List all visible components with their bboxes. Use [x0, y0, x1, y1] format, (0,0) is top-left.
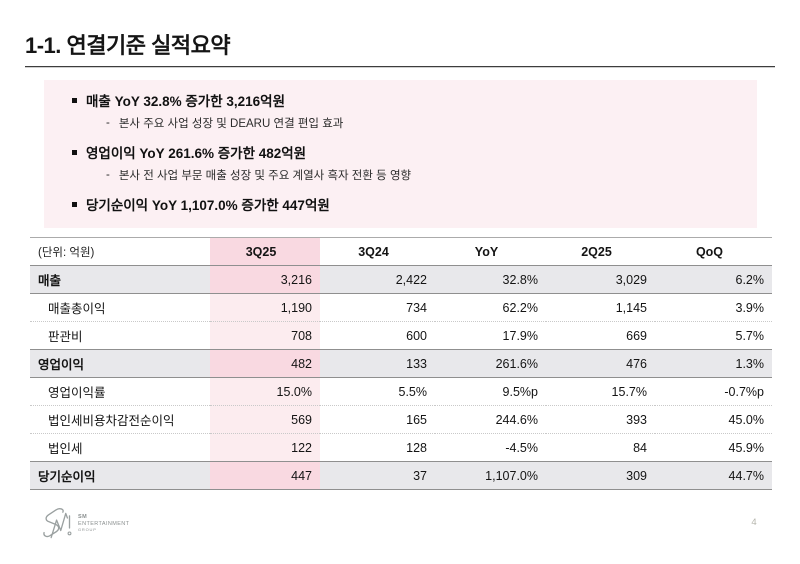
logo-line-entertainment: ENTERTAINMENT: [78, 520, 130, 527]
cell-value: 3.9%: [735, 300, 765, 315]
cell-value: 45.9%: [728, 440, 764, 455]
row-label: 당기순이익: [38, 470, 96, 484]
summary-bullet-text: 당기순이익 YoY 1,107.0% 증가한 447억원: [86, 198, 330, 213]
dash-bullet-icon: -: [106, 169, 110, 181]
cell-value: 62.2%: [502, 300, 538, 315]
cell-value: 37: [413, 468, 427, 483]
row-label: 매출: [38, 274, 62, 288]
summary-subbullet-text: 본사 주요 사업 성장 및 DEARU 연결 편입 효과: [118, 118, 344, 130]
logo-line-group: GROUP: [78, 527, 97, 533]
summary-bullet-list: 매출 YoY 32.8% 증가한 3,216억원 - 본사 주요 사업 성장 및…: [44, 80, 757, 214]
cell-value: 15.7%: [611, 384, 647, 399]
column-header-qoq: QoQ: [695, 244, 724, 259]
summary-box: 매출 YoY 32.8% 증가한 3,216억원 - 본사 주요 사업 성장 및…: [44, 80, 757, 228]
table-header-row: (단위: 억원) 3Q25 3Q24 YoY 2Q25 QoQ: [30, 237, 772, 266]
cell-value: 447: [210, 461, 320, 490]
logo-line-sm: SM: [78, 513, 88, 520]
summary-bullet-net-profit: 당기순이익 YoY 1,107.0% 증가한 447억원: [72, 194, 757, 214]
cell-value: 84: [633, 440, 647, 455]
cell-value: 122: [210, 433, 320, 462]
cell-value: 6.2%: [735, 272, 765, 287]
table-row-sganda: 판관비 708 600 17.9% 669 5.7%: [30, 321, 772, 350]
cell-value: 476: [626, 356, 647, 371]
results-table: (단위: 억원) 3Q25 3Q24 YoY 2Q25 QoQ 매출 3,216…: [30, 237, 772, 490]
cell-value: 393: [626, 412, 647, 427]
row-label: 판관비: [48, 330, 83, 344]
cell-value: 44.7%: [728, 468, 764, 483]
cell-value: 1,145: [615, 300, 647, 315]
table-row-net-profit: 당기순이익 447 37 1,107.0% 309 44.7%: [30, 461, 772, 490]
cell-value: 1,190: [210, 293, 320, 322]
cell-value: 9.5%p: [502, 384, 538, 399]
column-header-yoy: YoY: [474, 244, 499, 259]
cell-value: 17.9%: [502, 328, 538, 343]
cell-value: 5.5%: [398, 384, 428, 399]
cell-value: 734: [406, 300, 427, 315]
cell-value: 128: [406, 440, 427, 455]
table-row-gross-profit: 매출총이익 1,190 734 62.2% 1,145 3.9%: [30, 293, 772, 322]
cell-value: 1,107.0%: [485, 468, 538, 483]
cell-value: 482: [210, 349, 320, 378]
column-header-3q24: 3Q24: [358, 244, 389, 259]
cell-value: 569: [210, 405, 320, 434]
title-divider: [25, 66, 775, 68]
unit-label: (단위: 억원): [38, 246, 95, 259]
cell-value: 133: [406, 356, 427, 371]
square-bullet-icon: [72, 201, 77, 207]
cell-value: 3,216: [210, 265, 320, 294]
cell-value: 708: [210, 321, 320, 350]
square-bullet-icon: [72, 149, 77, 155]
cell-value: 5.7%: [735, 328, 765, 343]
row-label: 영업이익률: [48, 386, 106, 400]
cell-value: 165: [406, 412, 427, 427]
page-title: 1-1. 연결기준 실적요약: [25, 33, 231, 58]
summary-bullet-operating-profit: 영업이익 YoY 261.6% 증가한 482억원: [72, 142, 757, 162]
cell-value: 32.8%: [502, 272, 538, 287]
cell-value: -0.7%p: [724, 384, 764, 399]
table-row-income-tax: 법인세 122 128 -4.5% 84 45.9%: [30, 433, 772, 462]
summary-bullet-revenue: 매출 YoY 32.8% 증가한 3,216억원: [72, 90, 757, 110]
cell-value: 309: [626, 468, 647, 483]
cell-value: 669: [626, 328, 647, 343]
table-row-revenue: 매출 3,216 2,422 32.8% 3,029 6.2%: [30, 265, 772, 294]
row-label: 매출총이익: [48, 302, 106, 316]
summary-subbullet-operating-profit: - 본사 전 사업 부문 매출 성장 및 주요 계열사 흑자 전환 등 영향: [106, 166, 757, 184]
square-bullet-icon: [72, 97, 77, 103]
summary-subbullet-revenue: - 본사 주요 사업 성장 및 DEARU 연결 편입 효과: [106, 114, 757, 132]
table-row-operating-margin: 영업이익률 15.0% 5.5% 9.5%p 15.7% -0.7%p: [30, 377, 772, 406]
row-label: 영업이익: [38, 358, 85, 372]
sm-entertainment-logo: SM ENTERTAINMENT GROUP: [42, 507, 129, 539]
cell-value: 45.0%: [728, 412, 764, 427]
sm-logo-mark-icon: [43, 508, 72, 539]
cell-value: -4.5%: [505, 440, 538, 455]
column-header-3q25: 3Q25: [210, 237, 320, 266]
page-number: 4: [751, 517, 757, 528]
table-row-pretax-profit: 법인세비용차감전순이익 569 165 244.6% 393 45.0%: [30, 405, 772, 434]
row-label: 법인세비용차감전순이익: [48, 414, 175, 428]
summary-subbullet-text: 본사 전 사업 부문 매출 성장 및 주요 계열사 흑자 전환 등 영향: [118, 170, 412, 182]
sm-logo-wordmark: SM ENTERTAINMENT GROUP: [78, 514, 129, 533]
row-label: 법인세: [48, 442, 83, 456]
summary-bullet-text: 영업이익 YoY 261.6% 증가한 482억원: [86, 146, 307, 161]
column-header-2q25: 2Q25: [581, 244, 612, 259]
summary-bullet-text: 매출 YoY 32.8% 증가한 3,216억원: [86, 94, 286, 109]
cell-value: 1.3%: [735, 356, 765, 371]
cell-value: 600: [406, 328, 427, 343]
cell-value: 15.0%: [210, 377, 320, 406]
cell-value: 244.6%: [495, 412, 538, 427]
cell-value: 3,029: [615, 272, 647, 287]
table-row-operating-profit: 영업이익 482 133 261.6% 476 1.3%: [30, 349, 772, 378]
cell-value: 261.6%: [495, 356, 538, 371]
cell-value: 2,422: [395, 272, 427, 287]
dash-bullet-icon: -: [106, 117, 110, 129]
